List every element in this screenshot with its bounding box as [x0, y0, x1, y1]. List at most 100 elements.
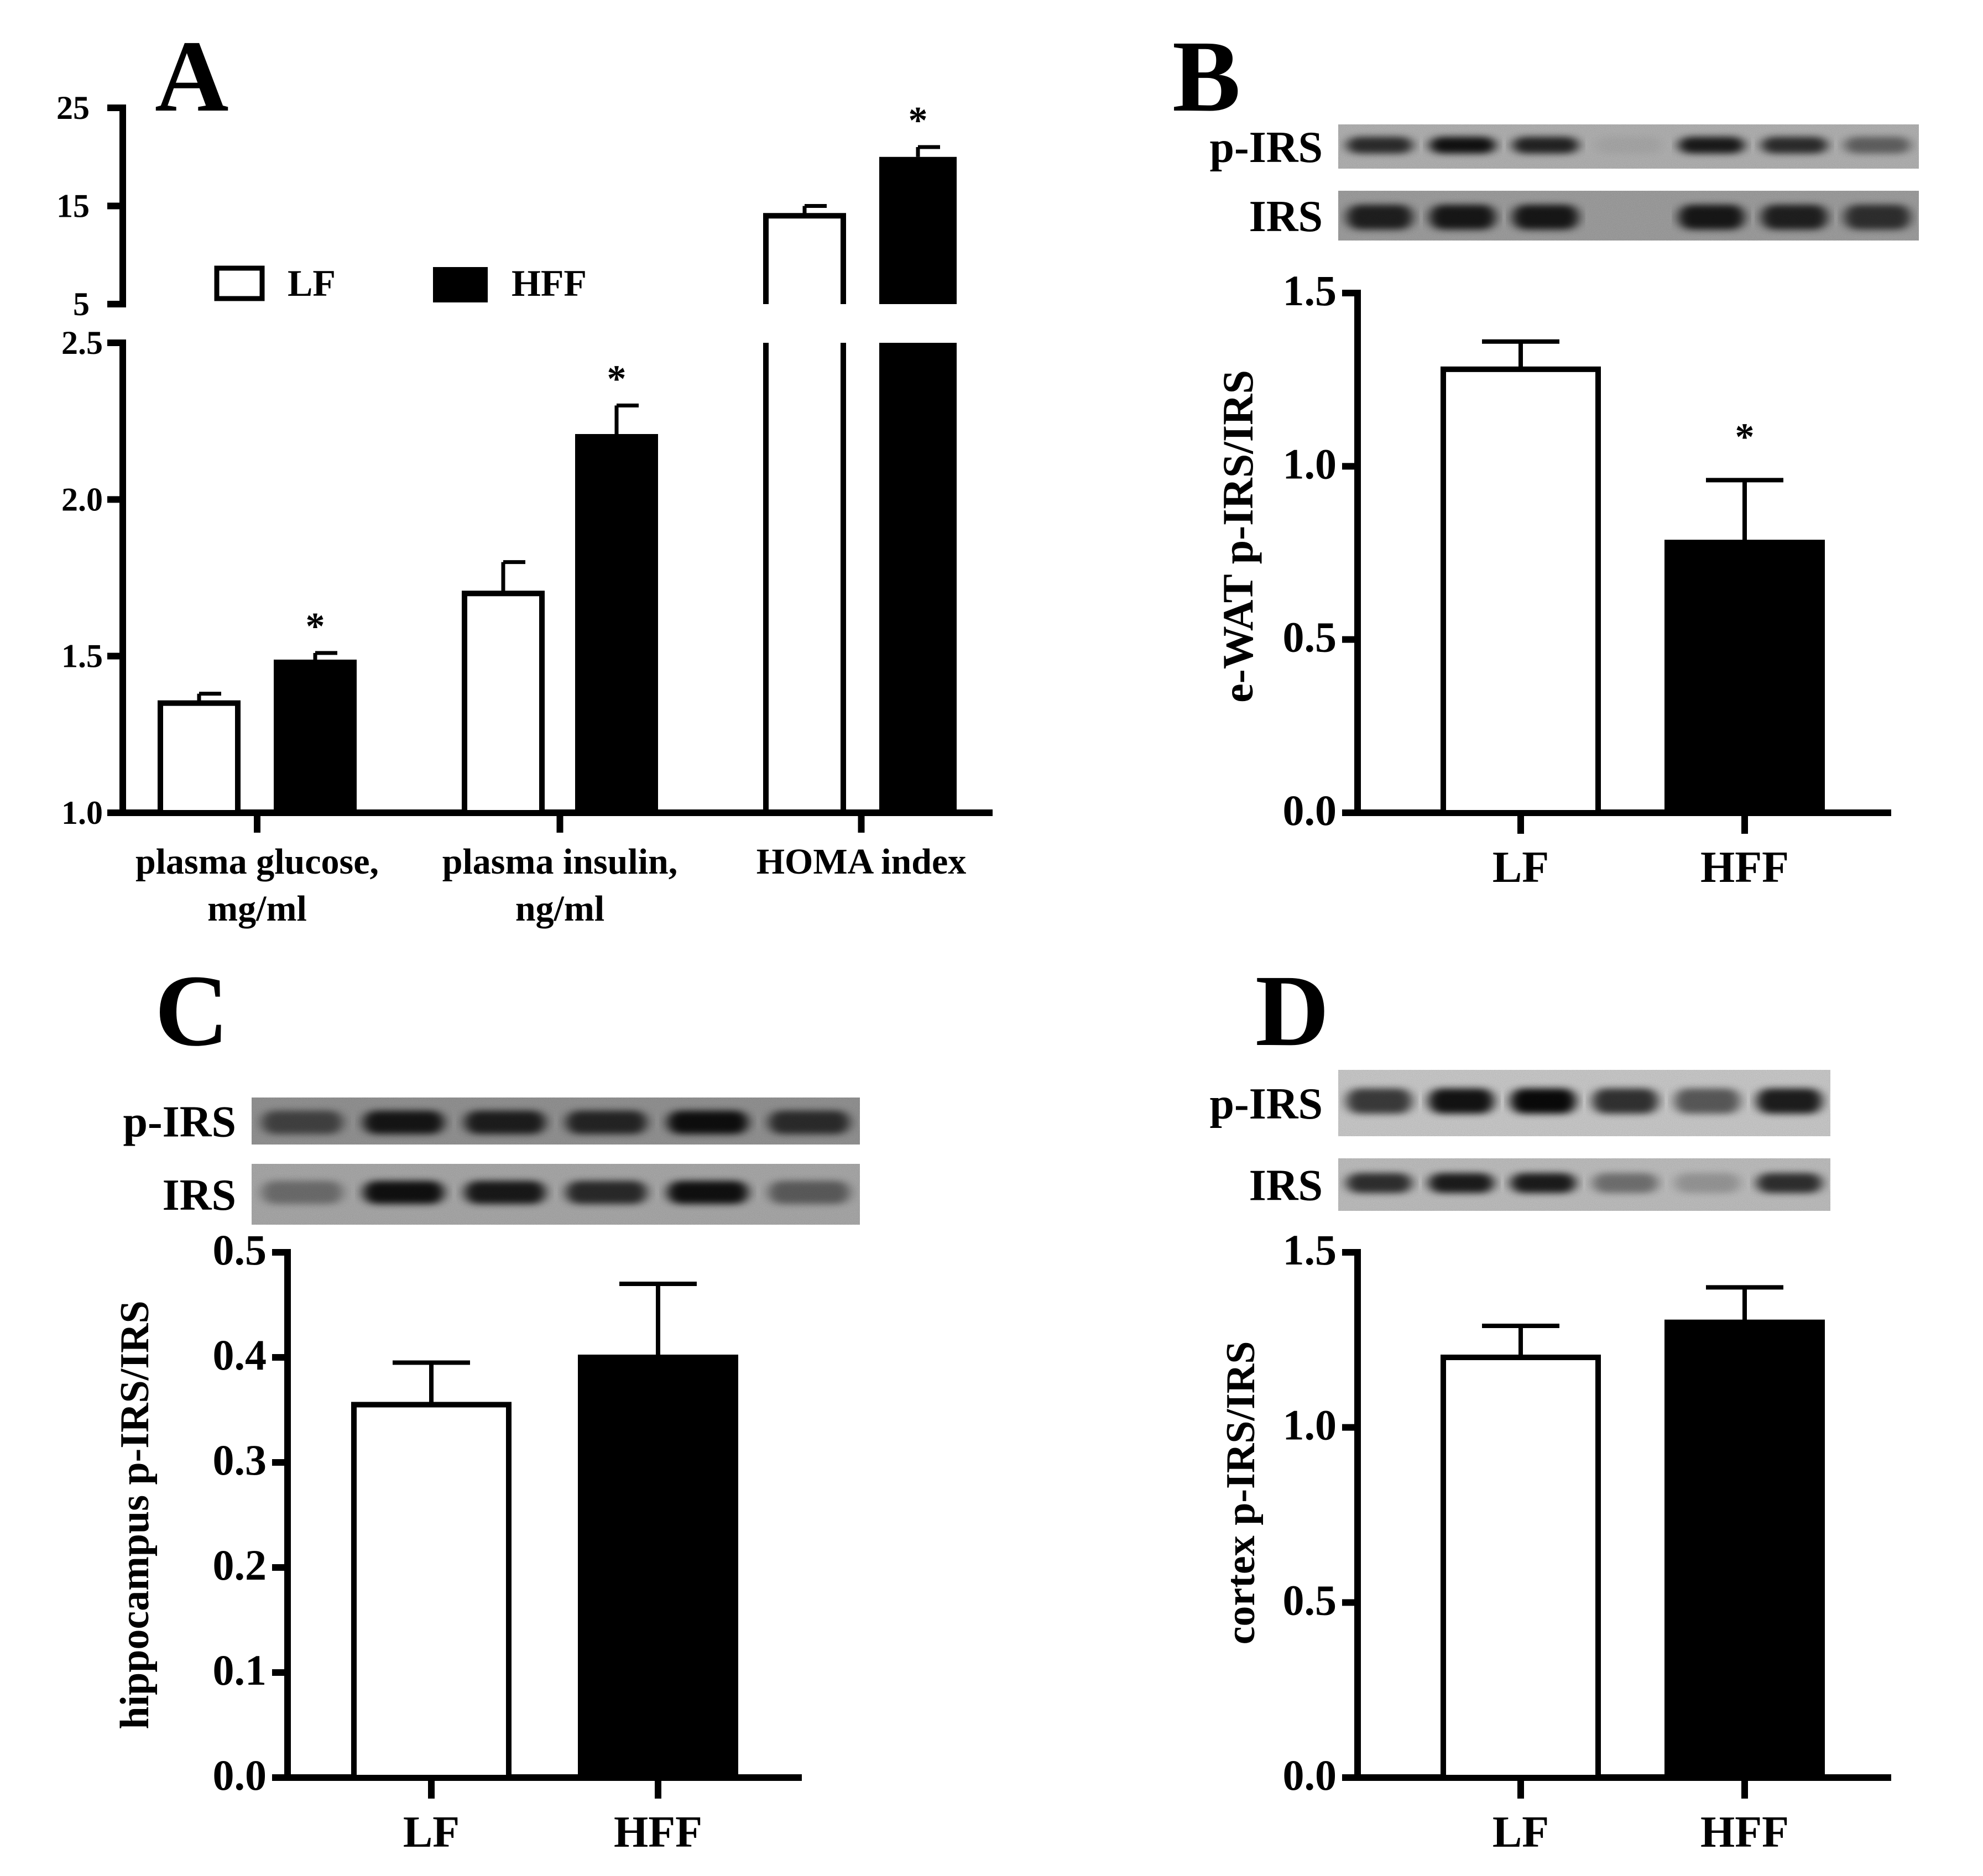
panel-c-y-label: hippocampus p-IRS/IRS: [112, 1300, 158, 1729]
panel-d-blot-band: [1592, 1088, 1658, 1114]
panel-c-ytick-label-0: 0.0: [213, 1751, 267, 1799]
panel-c-blot-band: [566, 1180, 647, 1204]
panel-b-ytick-label-1: 0.5: [1283, 613, 1337, 661]
panel-d-blot-band: [1510, 1173, 1577, 1193]
panel-c-blot-band: [769, 1110, 850, 1135]
panel-a-xtick-label-0-0: plasma glucose,: [135, 842, 379, 882]
panel-a-xtick-label-2-0: HOMA index: [756, 842, 967, 882]
panel-a-sig-1: *: [607, 358, 627, 400]
panel-letter-d: D: [1255, 954, 1329, 1068]
panel-a-sig-0: *: [306, 605, 325, 648]
panel-b-sig-1: *: [1735, 416, 1755, 458]
panel-c-blot-p-irs-image: [252, 1098, 860, 1145]
panel-b-blot-band: [1678, 137, 1745, 154]
panel-c-blot-band: [262, 1180, 343, 1204]
panel-d-y-label: cortex p-IRS/IRS: [1218, 1341, 1264, 1645]
panel-a-xtick-label-1-1: ng/ml: [515, 889, 604, 929]
panel-c-blot-band: [363, 1110, 445, 1135]
panel-c-xtick-label-0: LF: [403, 1808, 460, 1857]
panel-a-chart: 1.0 1.5 2.0 2.55 15 25 * plasma glucose, mg/ml * p…: [56, 90, 993, 929]
panel-b-blot-band: [1429, 205, 1496, 230]
panel-b-xtick-label-1: HFF: [1700, 843, 1789, 892]
panel-d-blot-band: [1428, 1088, 1494, 1114]
panel-d-blot-band: [1346, 1088, 1412, 1114]
panel-a-ytick-label-lower-1: 1.5: [61, 638, 103, 675]
panel-d-blot-label-0: p-IRS: [1209, 1080, 1323, 1128]
panel-b-xtick-label-0: LF: [1493, 843, 1549, 892]
panel-c-blot-irs-image: [252, 1164, 860, 1225]
panel-a-ytick-label-upper-1: 15: [56, 188, 90, 224]
panel-letter-a: A: [155, 20, 229, 133]
panel-a-legend-label-hff: HFF: [512, 262, 587, 304]
panel-c-blot-band: [363, 1180, 445, 1204]
panel-c-xtick-label-1: HFF: [614, 1808, 702, 1857]
panel-a-ytick-label-lower-0: 1.0: [61, 795, 103, 831]
panel-b-ytick-label-3: 1.5: [1283, 266, 1337, 315]
panel-b-y-label: e-WAT p-IRS/IRS: [1214, 370, 1262, 703]
panel-c-blot-band: [465, 1180, 546, 1204]
panel-a-bar-hff-2-lower: [879, 343, 957, 813]
panel-a-bar-lf-2-upper: [763, 213, 846, 304]
panel-b-chart: 0.0 0.5 1.0 1.5 e-WAT p-IRS/IRS LF * HFF p-IRS IR…: [1209, 123, 1919, 892]
panel-d-blot-p-irs-image: [1338, 1070, 1830, 1136]
panel-a-xtick-label-0-1: mg/ml: [207, 889, 307, 929]
panel-c-blot-band: [566, 1110, 647, 1135]
panel-a-ytick-label-upper-2: 25: [56, 90, 90, 126]
panel-c-bar-hff: [578, 1355, 738, 1780]
panel-c-blot-band: [769, 1180, 850, 1204]
panel-c-ytick-label-1: 0.1: [213, 1646, 267, 1694]
panel-b-blot-band: [1761, 205, 1828, 230]
panel-d-xtick-label-0: LF: [1493, 1808, 1549, 1857]
panel-d-ytick-label-3: 1.5: [1283, 1226, 1337, 1274]
panel-d-chart: 0.0 0.5 1.0 1.5 cortex p-IRS/IRS LF HFF p-IRS IR…: [1209, 1070, 1891, 1857]
panel-c-blot-band: [667, 1180, 749, 1204]
panel-letter-c: C: [155, 954, 229, 1068]
panel-b-blot-band: [1844, 137, 1911, 154]
panel-c-blot-label-0: p-IRS: [123, 1098, 236, 1147]
panel-a-legend-label-lf: LF: [288, 262, 336, 304]
panel-b-blot-band: [1347, 137, 1413, 154]
panel-d-blot-band: [1756, 1088, 1823, 1114]
panel-d-blot-band: [1510, 1088, 1577, 1114]
panel-c-blot-label-1: IRS: [163, 1171, 236, 1220]
panel-c-blot-band: [667, 1110, 749, 1135]
panel-c-ytick-label-3: 0.3: [213, 1436, 267, 1484]
panel-a-bar-lf-0: [158, 700, 241, 816]
panel-b-blot-band: [1761, 137, 1828, 154]
panel-d-blot-band: [1674, 1088, 1740, 1114]
panel-d-blot-irs-image: [1338, 1158, 1830, 1211]
panel-d-blot-label-1: IRS: [1249, 1162, 1323, 1210]
panel-d-xtick-label-1: HFF: [1700, 1808, 1789, 1857]
panel-b-bar-lf: [1441, 366, 1601, 816]
panel-a-ytick-label-upper-0: 5: [73, 286, 90, 322]
panel-c-blot-band: [262, 1110, 343, 1135]
panel-b-blot-band: [1429, 137, 1496, 154]
panel-a-bar-hff-0: [274, 660, 357, 816]
panel-d-ytick-label-1: 0.5: [1283, 1576, 1337, 1624]
panel-a-ytick-label-lower-2: 2.0: [61, 481, 103, 518]
panel-a-xtick-label-1-0: plasma insulin,: [442, 842, 678, 882]
panel-a-sig-2: *: [909, 100, 928, 142]
panel-b-ytick-label-2: 1.0: [1283, 440, 1337, 488]
panel-c-bar-lf: [351, 1402, 512, 1780]
panel-a-bar-lf-1: [462, 591, 545, 816]
panel-c-chart: 0.0 0.1 0.2 0.3 0.4 0.5 hippocampus p-IRS/IRS L…: [112, 1098, 860, 1857]
panel-c-ytick-label-5: 0.5: [213, 1226, 267, 1274]
panel-b-ytick-label-0: 0.0: [1283, 786, 1337, 834]
panel-a-bar-hff-2-upper: [879, 156, 957, 304]
panel-b-blot-band: [1512, 137, 1579, 154]
panel-b-blot-band: [1347, 205, 1413, 230]
panel-b-blot-band: [1512, 205, 1579, 230]
panel-a-bar-hff-1: [575, 434, 658, 816]
panel-b-blot-band: [1595, 137, 1662, 154]
panel-c-blot-band: [465, 1110, 546, 1135]
panel-a-legend-swatch-hff: [433, 267, 488, 302]
panel-letter-b: B: [1172, 20, 1240, 133]
panel-d-blot-band: [1592, 1173, 1658, 1193]
panel-d-blot-band: [1346, 1173, 1412, 1193]
panel-c-ytick-label-2: 0.2: [213, 1541, 267, 1589]
panel-b-blot-band: [1678, 205, 1745, 230]
panel-d-ytick-label-0: 0.0: [1283, 1751, 1337, 1799]
panel-a-legend-swatch-lf: [214, 265, 265, 301]
